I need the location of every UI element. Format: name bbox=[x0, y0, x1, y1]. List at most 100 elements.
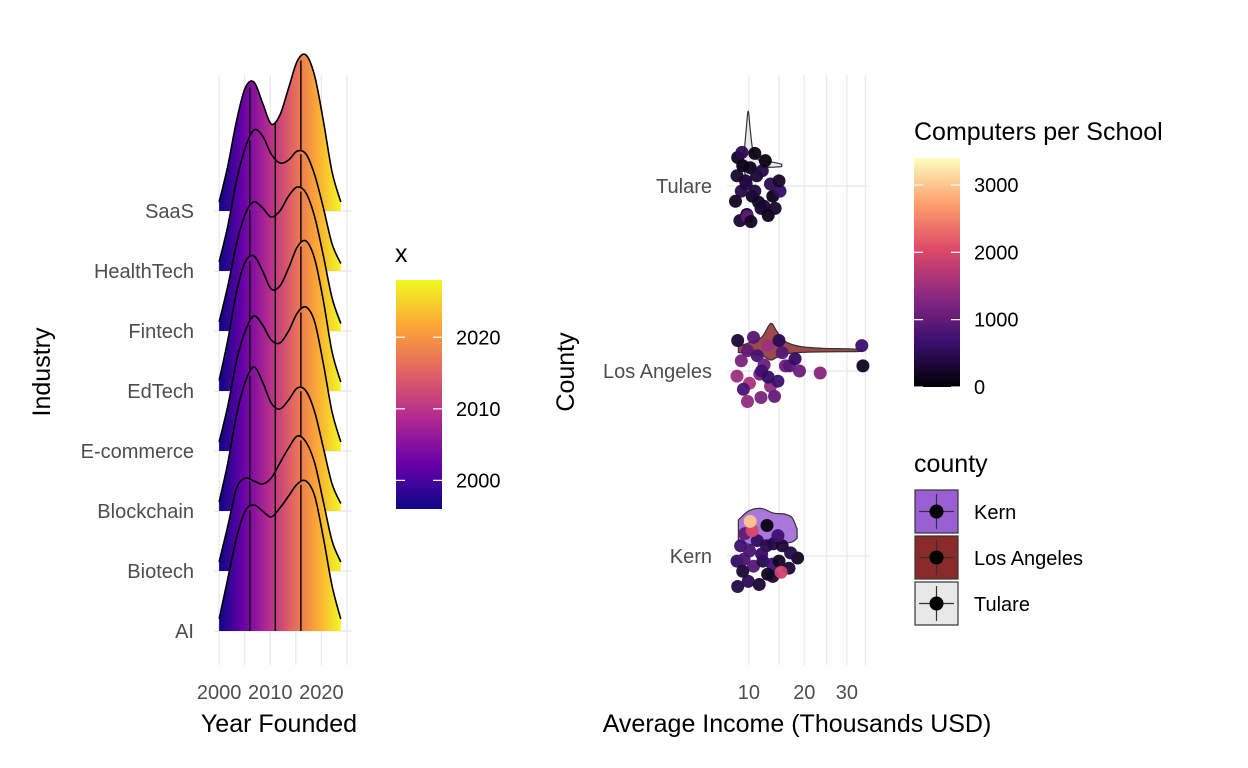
data-point-los-angeles bbox=[856, 359, 870, 373]
data-point-tulare bbox=[744, 215, 758, 229]
ridgeline-ridges bbox=[218, 53, 342, 631]
ridge-outline-fintech bbox=[218, 186, 342, 324]
violin-points bbox=[729, 145, 870, 593]
ridgeline-x-tick-label: 2010 bbox=[248, 682, 293, 704]
data-point-kern bbox=[741, 574, 755, 588]
computers-colorbar-title: Computers per School bbox=[914, 118, 1163, 146]
data-point-tulare bbox=[772, 174, 786, 188]
county-legend-key-kern: Kern bbox=[914, 489, 1016, 534]
data-point-kern bbox=[772, 554, 786, 568]
data-point-los-angeles bbox=[734, 354, 748, 368]
data-point-los-angeles bbox=[750, 349, 764, 363]
violin-x-tick-label: 30 bbox=[836, 682, 858, 704]
ridge-ai bbox=[218, 479, 342, 631]
data-point-los-angeles bbox=[772, 334, 786, 347]
data-point-tulare bbox=[758, 154, 772, 168]
ridge-outline-healthtech bbox=[218, 128, 342, 264]
violin-y-tick-label: Tulare bbox=[656, 176, 712, 198]
ridgeline-y-tick-label: SaaS bbox=[145, 201, 194, 223]
year-colorbar bbox=[396, 280, 442, 509]
data-point-tulare bbox=[729, 194, 742, 208]
violin-x-ticks: 10 20 30 bbox=[738, 682, 858, 704]
county-legend-key-tulare: Tulare bbox=[914, 581, 1030, 626]
year-colorbar-label: 2000 bbox=[456, 470, 501, 492]
data-point-los-angeles bbox=[771, 374, 785, 388]
county-legend-label: Los Angeles bbox=[974, 548, 1083, 570]
county-legend-keys: Kern Los Angeles Tulare bbox=[914, 489, 1083, 626]
ridgeline-y-ticks: AI Biotech Blockchain E-commerce EdTech Finte… bbox=[81, 201, 194, 643]
ridgeline-y-tick-label: Fintech bbox=[128, 321, 194, 343]
county-legend-label: Tulare bbox=[974, 594, 1030, 616]
ridgeline-y-tick-label: Blockchain bbox=[97, 501, 194, 523]
ridgeline-x-tick-label: 2020 bbox=[299, 682, 344, 704]
computers-colorbar-label: 1000 bbox=[974, 310, 1019, 332]
county-fill-legend: county Kern Los Angeles Tulare bbox=[914, 450, 1083, 626]
ridge-outline-edtech bbox=[218, 239, 342, 383]
data-point-tulare bbox=[748, 184, 762, 198]
data-point-tulare bbox=[773, 184, 787, 198]
data-point-los-angeles bbox=[788, 352, 802, 366]
county-legend-point bbox=[929, 550, 944, 565]
data-point-los-angeles bbox=[736, 382, 750, 396]
data-point-kern bbox=[761, 567, 775, 581]
data-point-tulare bbox=[735, 145, 749, 159]
data-point-los-angeles bbox=[793, 364, 806, 378]
ridgeline-y-tick-label: HealthTech bbox=[94, 261, 194, 283]
data-point-kern bbox=[771, 529, 785, 543]
year-colorbar-title: x bbox=[395, 240, 408, 268]
data-point-los-angeles bbox=[768, 389, 781, 403]
data-point-los-angeles bbox=[741, 344, 754, 358]
computers-colorbar-label: 0 bbox=[974, 377, 985, 399]
data-point-tulare bbox=[755, 164, 769, 178]
data-point-kern bbox=[755, 547, 769, 561]
violin-x-axis-title: Average Income (Thousands USD) bbox=[603, 710, 992, 738]
ridgeline-y-tick-label: EdTech bbox=[127, 381, 194, 403]
data-point-los-angeles bbox=[741, 395, 754, 408]
data-point-kern bbox=[743, 544, 756, 558]
county-legend-point bbox=[929, 596, 944, 611]
violin-y-axis-title: County bbox=[552, 332, 580, 412]
data-point-tulare bbox=[748, 146, 762, 160]
violin-chart: Kern Los Angeles Tulare 10 20 30 Average Inc… bbox=[552, 75, 1163, 738]
data-point-kern bbox=[760, 519, 774, 532]
data-point-los-angeles bbox=[775, 346, 789, 360]
ridgeline-chart: AI Biotech Blockchain E-commerce EdTech Finte… bbox=[28, 53, 501, 738]
ridge-outline-e-commerce bbox=[218, 305, 342, 443]
data-point-kern bbox=[731, 580, 745, 593]
violin-y-tick-label: Los Angeles bbox=[603, 361, 712, 383]
county-legend-point bbox=[929, 504, 944, 519]
ridgeline-y-tick-label: AI bbox=[175, 621, 194, 643]
computers-colorbar-label: 2000 bbox=[974, 242, 1019, 264]
ridgeline-y-tick-label: Biotech bbox=[127, 561, 194, 583]
year-colorbar-label: 2020 bbox=[456, 327, 501, 349]
ridge-outline-saas bbox=[218, 53, 342, 203]
ridge-outline-ai bbox=[218, 479, 342, 620]
data-point-kern bbox=[774, 565, 788, 579]
ridgeline-x-axis-title: Year Founded bbox=[201, 710, 357, 738]
violin-y-ticks: Kern Los Angeles Tulare bbox=[603, 176, 712, 568]
data-point-kern bbox=[784, 546, 798, 560]
ridgeline-x-ticks: 2000 2010 2020 bbox=[197, 682, 344, 704]
ridgeline-y-tick-label: E-commerce bbox=[81, 441, 194, 463]
ridge-outline-biotech bbox=[218, 434, 342, 563]
county-legend-key-los-angeles: Los Angeles bbox=[914, 535, 1083, 580]
violin-x-tick-label: 20 bbox=[793, 682, 815, 704]
data-point-kern bbox=[752, 578, 766, 591]
data-point-tulare bbox=[761, 209, 775, 222]
data-point-los-angeles bbox=[747, 330, 760, 344]
data-point-los-angeles bbox=[813, 366, 827, 380]
ridgeline-x-tick-label: 2000 bbox=[197, 682, 242, 704]
computers-colorbar-legend: Computers per School 0 1000 2000 3000 bbox=[914, 118, 1163, 399]
year-colorbar-ticks: 2000 2010 2020 bbox=[396, 327, 501, 492]
year-colorbar-label: 2010 bbox=[456, 399, 501, 421]
violin-y-tick-label: Kern bbox=[670, 546, 712, 568]
county-legend-title: county bbox=[914, 450, 988, 478]
data-point-kern bbox=[743, 514, 757, 528]
county-legend-label: Kern bbox=[974, 502, 1016, 524]
computers-colorbar-label: 3000 bbox=[974, 175, 1019, 197]
data-point-tulare bbox=[739, 177, 753, 191]
data-point-los-angeles bbox=[761, 339, 775, 353]
data-point-los-angeles bbox=[761, 370, 775, 384]
data-point-kern bbox=[736, 564, 750, 578]
